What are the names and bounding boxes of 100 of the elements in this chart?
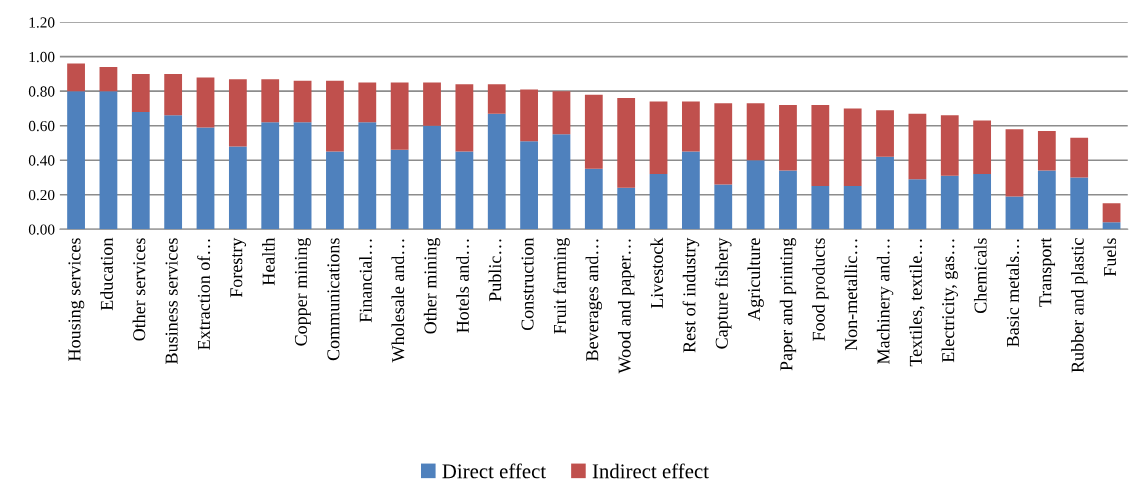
bar: [455, 151, 474, 230]
x-tick-label: Copper mining: [294, 237, 311, 346]
bar: [164, 115, 183, 230]
bar: [940, 175, 959, 230]
bar: [940, 115, 959, 176]
bar: [67, 91, 85, 230]
x-tick-label: Health: [262, 237, 275, 286]
x-tick-label: Textiles, textile…: [909, 239, 925, 367]
bar: [617, 98, 636, 188]
bar: [552, 91, 571, 135]
x-tick-label: Paper and printing: [779, 237, 797, 371]
bar: [326, 80, 344, 152]
bar: [487, 84, 506, 114]
y-tick-label: 0.00: [28, 224, 55, 235]
x-tick-label: Rubber and plastic: [1071, 238, 1088, 373]
bar: [261, 79, 280, 123]
bar: [293, 80, 312, 123]
bar: [196, 127, 215, 230]
x-tick-label: Communications: [327, 238, 340, 361]
y-tick-label: 0.60: [28, 120, 55, 132]
bar: [584, 94, 603, 169]
bar: [876, 156, 894, 230]
y-tick-label: 0.20: [28, 189, 55, 201]
bar: [164, 73, 183, 116]
bar: [843, 108, 862, 187]
bar: [390, 149, 409, 230]
bar: [1102, 222, 1121, 230]
x-tick-label: Chemicals: [973, 238, 987, 314]
x-tick-label: Construction: [521, 237, 534, 331]
x-tick-label: Fruit farming: [553, 237, 570, 334]
legend-label: Direct effect: [442, 463, 547, 479]
bar: [973, 174, 992, 230]
x-tick-label: Beverages and…: [585, 239, 603, 361]
bar: [67, 63, 85, 92]
x-tick-label: Machinery and…: [876, 239, 894, 364]
bar: [1070, 177, 1089, 230]
x-tick-label: Other services: [132, 238, 146, 341]
bar: [131, 111, 150, 230]
bar: [649, 101, 668, 175]
bar: [390, 82, 409, 150]
bar: [358, 122, 377, 230]
y-tick-label: 0.80: [28, 86, 55, 97]
bar: [746, 160, 765, 230]
x-tick-label: Capture fishery: [714, 237, 732, 349]
x-tick-label: Food products: [812, 238, 829, 341]
bar: [811, 105, 830, 187]
legend-label: Indirect effect: [592, 463, 709, 479]
bar: [714, 103, 733, 185]
bar: [973, 120, 992, 175]
bar: [1005, 196, 1024, 230]
bar: [1037, 130, 1056, 171]
bar: [746, 103, 765, 161]
x-tick-label: Public…: [488, 239, 502, 302]
bar: [584, 168, 603, 230]
bar: [552, 134, 571, 230]
bar: [1037, 170, 1056, 230]
bar: [487, 113, 506, 230]
y-tick-label: 1.20: [29, 17, 55, 28]
x-tick-label: Wholesale and…: [391, 239, 405, 363]
bar: [649, 174, 668, 230]
bar: [99, 91, 118, 230]
bar: [779, 105, 797, 171]
bar: [714, 184, 733, 230]
x-tick-label: Basic metals…: [1006, 239, 1020, 347]
bar: [811, 186, 830, 230]
bar: [293, 122, 312, 230]
bar: [617, 187, 636, 230]
bar: [779, 170, 797, 230]
bar: [1070, 137, 1089, 178]
bar: [520, 141, 538, 230]
bar: [131, 73, 150, 112]
bar: [908, 113, 927, 180]
x-tick-label: Fuels: [1103, 238, 1117, 277]
bar: [99, 67, 118, 92]
x-tick-label: Agriculture: [747, 238, 764, 321]
bar: [681, 151, 700, 230]
bar: [1102, 203, 1121, 223]
bar: [876, 110, 894, 157]
x-tick-label: Business services: [165, 238, 178, 364]
bar: [843, 186, 862, 230]
y-tick-label: 1.00: [29, 51, 55, 63]
bar: [520, 89, 538, 142]
x-tick-label: Hotels and…: [456, 239, 469, 333]
bar: [326, 151, 344, 230]
x-tick-label: Education: [100, 237, 113, 311]
x-tick-label: Housing services: [68, 238, 85, 361]
bar: [681, 101, 700, 152]
x-tick-label: Transport: [1039, 237, 1056, 307]
x-tick-label: Financial…: [359, 239, 372, 323]
bar: [455, 84, 474, 152]
bar: [228, 79, 247, 147]
bar: [423, 125, 441, 230]
bar: [358, 82, 377, 123]
bar: [196, 77, 215, 128]
bar: [1005, 129, 1024, 197]
x-tick-label: Other mining: [423, 237, 441, 334]
x-tick-label: Forestry: [230, 237, 247, 298]
x-tick-label: Rest of industry: [682, 237, 700, 353]
x-tick-label: Wood and paper…: [617, 239, 635, 374]
bar: [261, 122, 280, 230]
